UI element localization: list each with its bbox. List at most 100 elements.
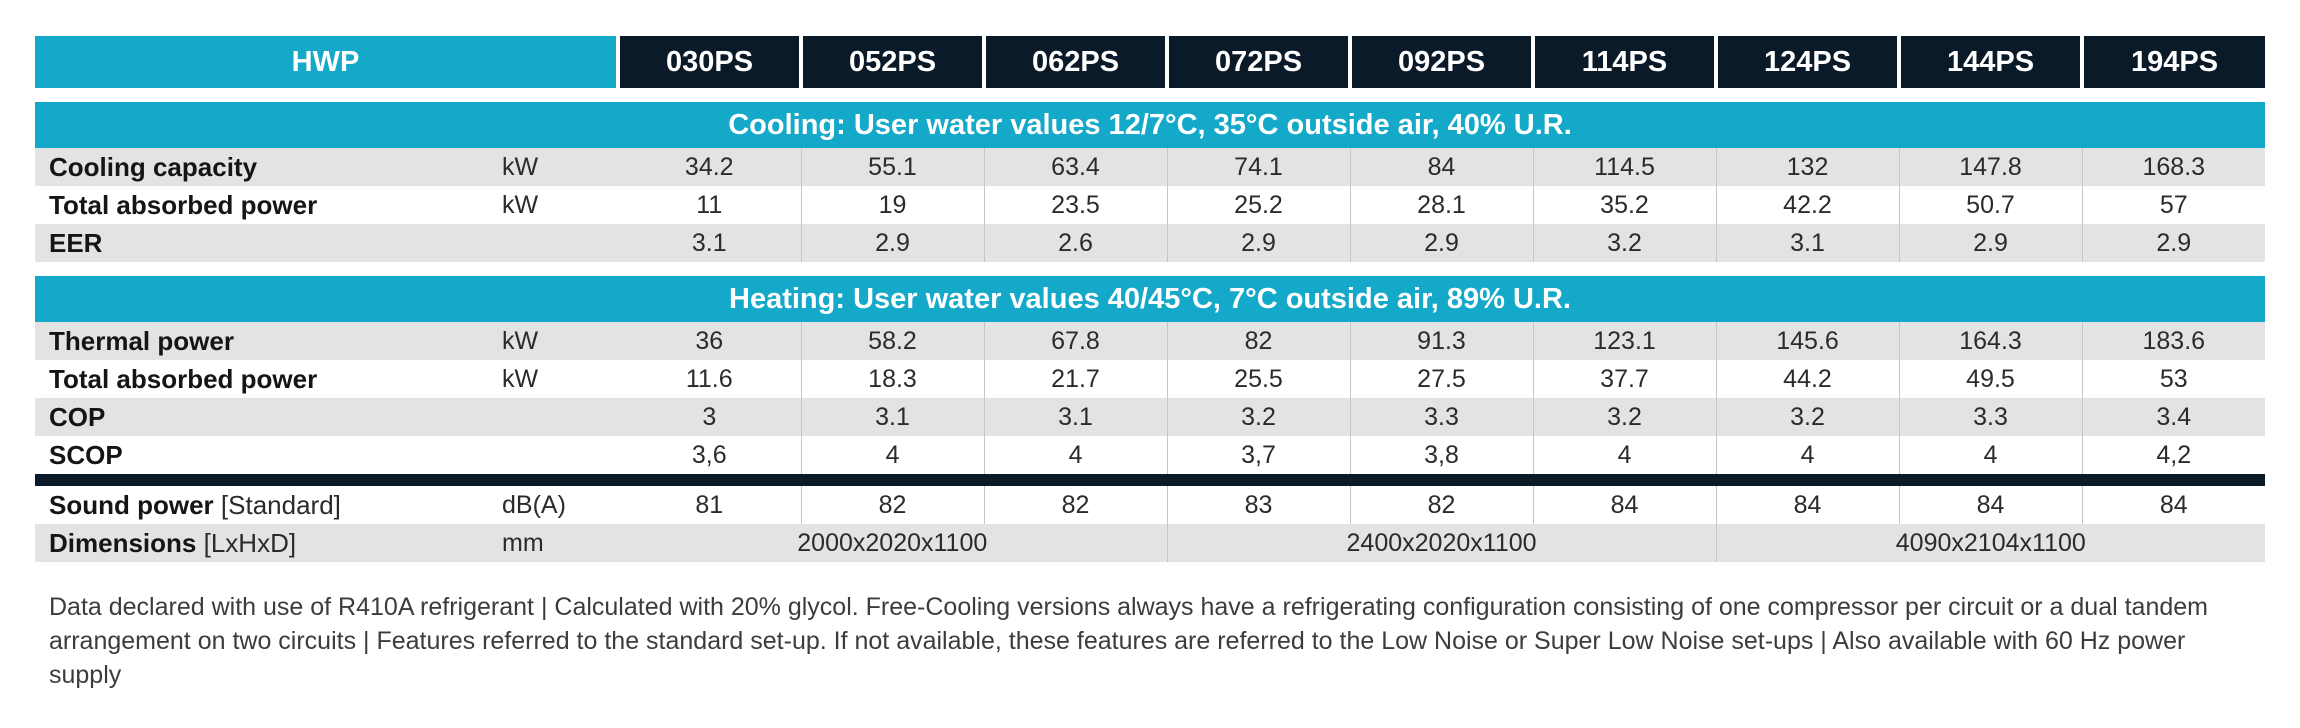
value-cell: 168.3	[2082, 148, 2266, 186]
heating-section-title: Heating: User water values 40/45°C, 7°C …	[35, 276, 2266, 322]
model-header: 052PS	[801, 36, 987, 88]
row-unit	[500, 436, 619, 474]
header-row: HWP 030PS 052PS 062PS 072PS 092PS 114PS …	[35, 36, 2266, 88]
value-cell: 82	[984, 486, 1168, 524]
value-cell: 3.2	[1167, 398, 1351, 436]
model-header: 114PS	[1533, 36, 1719, 88]
value-cell: 4	[1533, 436, 1717, 474]
value-cell: 3,7	[1167, 436, 1351, 474]
value-cell: 25.2	[1167, 186, 1351, 224]
value-cell: 3.3	[1899, 398, 2083, 436]
row-label: COP	[35, 398, 500, 436]
row-label: Thermal power	[35, 322, 500, 360]
value-cell: 3,6	[618, 436, 802, 474]
value-cell: 37.7	[1533, 360, 1717, 398]
dimension-cell: 2000x2020x1100	[618, 524, 1168, 562]
table-row: SCOP 3,6 4 4 3,7 3,8 4 4 4 4,2	[35, 436, 2266, 474]
table-row: Sound power [Standard] dB(A) 81 82 82 83…	[35, 486, 2266, 524]
value-cell: 3.1	[801, 398, 985, 436]
row-label: SCOP	[35, 436, 500, 474]
row-unit: kW	[500, 360, 619, 398]
value-cell: 84	[1899, 486, 2083, 524]
value-cell: 18.3	[801, 360, 985, 398]
value-cell: 58.2	[801, 322, 985, 360]
value-cell: 4	[1716, 436, 1900, 474]
value-cell: 114.5	[1533, 148, 1717, 186]
value-cell: 81	[618, 486, 802, 524]
row-unit: dB(A)	[500, 486, 619, 524]
table-row: Thermal power kW 36 58.2 67.8 82 91.3 12…	[35, 322, 2266, 360]
value-cell: 91.3	[1350, 322, 1534, 360]
value-cell: 3.1	[618, 224, 802, 262]
value-cell: 123.1	[1533, 322, 1717, 360]
row-label: Total absorbed power	[35, 360, 500, 398]
row-label-qualifier: [Standard]	[220, 490, 341, 520]
value-cell: 4,2	[2082, 436, 2266, 474]
value-cell: 84	[1716, 486, 1900, 524]
value-cell: 11	[618, 186, 802, 224]
table-row: Total absorbed power kW 11 19 23.5 25.2 …	[35, 186, 2266, 224]
value-cell: 2.6	[984, 224, 1168, 262]
value-cell: 2.9	[801, 224, 985, 262]
value-cell: 53	[2082, 360, 2266, 398]
value-cell: 82	[1350, 486, 1534, 524]
value-cell: 49.5	[1899, 360, 2083, 398]
value-cell: 3.1	[1716, 224, 1900, 262]
table-row: Cooling capacity kW 34.2 55.1 63.4 74.1 …	[35, 148, 2266, 186]
model-header: 124PS	[1716, 36, 1902, 88]
value-cell: 4	[1899, 436, 2083, 474]
value-cell: 82	[801, 486, 985, 524]
value-cell: 4	[984, 436, 1168, 474]
value-cell: 55.1	[801, 148, 985, 186]
model-header: 072PS	[1167, 36, 1353, 88]
value-cell: 25.5	[1167, 360, 1351, 398]
model-header: 030PS	[618, 36, 804, 88]
table-row: COP 3 3.1 3.1 3.2 3.3 3.2 3.2 3.3 3.4	[35, 398, 2266, 436]
row-unit: kW	[500, 186, 619, 224]
value-cell: 2.9	[1167, 224, 1351, 262]
value-cell: 3.2	[1533, 398, 1717, 436]
value-cell: 28.1	[1350, 186, 1534, 224]
value-cell: 84	[1350, 148, 1534, 186]
row-label: EER	[35, 224, 500, 262]
value-cell: 2.9	[2082, 224, 2266, 262]
value-cell: 183.6	[2082, 322, 2266, 360]
value-cell: 84	[2082, 486, 2266, 524]
table-row: Total absorbed power kW 11.6 18.3 21.7 2…	[35, 360, 2266, 398]
cooling-section-title: Cooling: User water values 12/7°C, 35°C …	[35, 102, 2266, 148]
model-header: 194PS	[2082, 36, 2266, 88]
row-unit	[500, 224, 619, 262]
dimension-cell: 2400x2020x1100	[1167, 524, 1717, 562]
value-cell: 3.3	[1350, 398, 1534, 436]
spec-table-wrapper: HWP 030PS 052PS 062PS 072PS 092PS 114PS …	[35, 36, 2266, 562]
value-cell: 21.7	[984, 360, 1168, 398]
value-cell: 82	[1167, 322, 1351, 360]
value-cell: 3.2	[1716, 398, 1900, 436]
value-cell: 63.4	[984, 148, 1168, 186]
value-cell: 4	[801, 436, 985, 474]
value-cell: 145.6	[1716, 322, 1900, 360]
value-cell: 44.2	[1716, 360, 1900, 398]
value-cell: 164.3	[1899, 322, 2083, 360]
value-cell: 74.1	[1167, 148, 1351, 186]
value-cell: 3.4	[2082, 398, 2266, 436]
model-header: 144PS	[1899, 36, 2085, 88]
table-row: Dimensions [LxHxD] mm 2000x2020x1100 240…	[35, 524, 2266, 562]
series-header: HWP	[35, 36, 621, 88]
value-cell: 83	[1167, 486, 1351, 524]
value-cell: 19	[801, 186, 985, 224]
table-row: EER 3.1 2.9 2.6 2.9 2.9 3.2 3.1 2.9 2.9	[35, 224, 2266, 262]
row-label: Dimensions [LxHxD]	[35, 524, 500, 562]
row-label-qualifier: [LxHxD]	[203, 528, 297, 558]
value-cell: 50.7	[1899, 186, 2083, 224]
value-cell: 3.1	[984, 398, 1168, 436]
footnote: Data declared with use of R410A refriger…	[49, 593, 2208, 689]
spec-table: HWP 030PS 052PS 062PS 072PS 092PS 114PS …	[35, 36, 2266, 562]
row-unit	[500, 398, 619, 436]
value-cell: 11.6	[618, 360, 802, 398]
model-header: 092PS	[1350, 36, 1536, 88]
value-cell: 3,8	[1350, 436, 1534, 474]
value-cell: 3.2	[1533, 224, 1717, 262]
heating-section-header: Heating: User water values 40/45°C, 7°C …	[35, 276, 2266, 322]
dimension-cell: 4090x2104x1100	[1716, 524, 2266, 562]
